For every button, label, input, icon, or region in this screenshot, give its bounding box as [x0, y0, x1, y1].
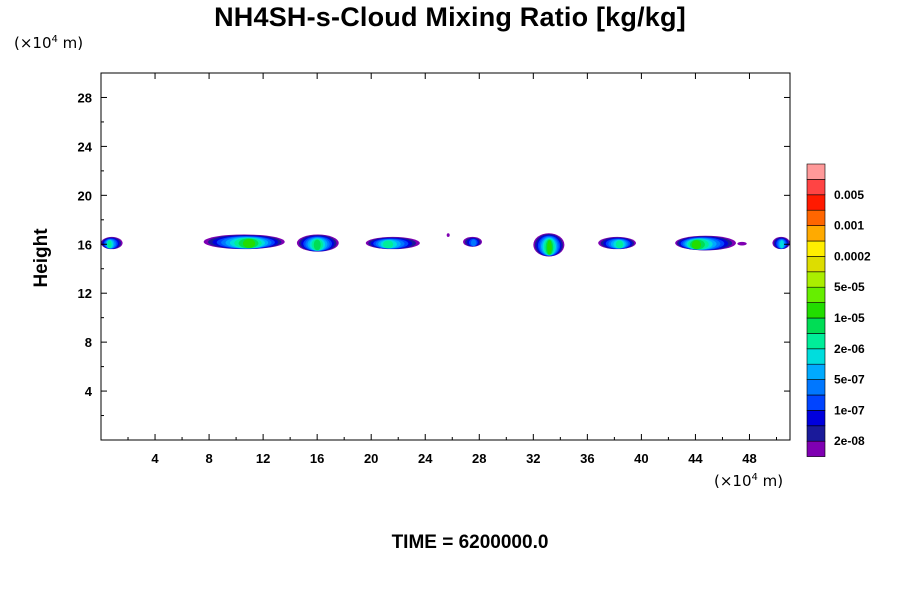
cloud-contour — [779, 240, 784, 249]
colorbar-swatch — [806, 256, 826, 273]
x-tick-label: 4 — [151, 451, 159, 466]
y-tick-label: 28 — [78, 90, 92, 105]
cloud-patch — [101, 236, 123, 250]
x-axis-unit: (×104 m) — [714, 472, 784, 490]
colorbar-swatch — [806, 379, 826, 396]
time-label: TIME = 6200000.0 — [391, 532, 549, 553]
cloud-patch — [598, 236, 636, 250]
cloud-contour — [313, 239, 321, 251]
x-tick-label: 20 — [364, 451, 378, 466]
cloud-contour — [691, 240, 702, 250]
cloud-patch — [463, 236, 482, 247]
cloud-patch — [365, 236, 420, 250]
cloud-contour — [446, 233, 450, 237]
cloud-patch — [203, 234, 285, 250]
cloud-patch — [446, 233, 450, 237]
x-tick-label: 48 — [742, 451, 756, 466]
x-tick-label: 36 — [580, 451, 594, 466]
y-tick-label: 20 — [78, 188, 92, 203]
colorbar-label: 0.0002 — [834, 249, 871, 263]
colorbar-label: 0.001 — [834, 219, 864, 233]
colorbar-label: 5e-07 — [834, 373, 865, 387]
cloud-contour — [737, 241, 747, 246]
colorbar-swatch — [806, 363, 826, 380]
y-tick-label: 16 — [78, 237, 92, 252]
cloud-contour — [242, 238, 256, 249]
x-tick-label: 44 — [688, 451, 703, 466]
cloud-contour — [547, 240, 552, 255]
colorbar-swatch — [806, 410, 826, 427]
cloud-patch — [772, 236, 790, 250]
cloud-contour — [383, 240, 394, 249]
x-tick-label: 28 — [472, 451, 486, 466]
colorbar-swatch — [806, 163, 826, 180]
cloud-patch — [737, 241, 747, 246]
colorbar-swatch — [806, 225, 826, 242]
x-tick-label: 24 — [418, 451, 433, 466]
x-tick-label: 16 — [310, 451, 324, 466]
cloud-patch — [296, 234, 339, 252]
cloud-contour — [615, 240, 623, 249]
y-tick-label: 4 — [85, 384, 93, 399]
colorbar-label: 1e-05 — [834, 311, 865, 325]
colorbar-label: 2e-08 — [834, 434, 865, 448]
colorbar-swatch — [806, 240, 826, 257]
colorbar-swatch — [806, 394, 826, 411]
x-tick-label: 32 — [526, 451, 540, 466]
cloud-patch — [675, 235, 736, 251]
colorbar-swatch — [806, 271, 826, 288]
colorbar-swatch — [806, 440, 826, 457]
colorbar-label: 2e-06 — [834, 342, 865, 356]
cloud-contour — [107, 240, 112, 249]
x-tick-label: 8 — [205, 451, 212, 466]
colorbar-swatch — [806, 425, 826, 442]
y-tick-label: 24 — [78, 139, 93, 154]
colorbar-swatch — [806, 333, 826, 350]
colorbar-swatch — [806, 348, 826, 365]
cloud-contour — [470, 239, 477, 247]
colorbar-swatch — [806, 209, 826, 226]
colorbar-label: 0.005 — [834, 188, 864, 202]
colorbar-swatch — [806, 317, 826, 334]
y-tick-label: 12 — [78, 286, 92, 301]
chart-title: NH4SH-s-Cloud Mixing Ratio [kg/kg] — [214, 2, 686, 32]
colorbar-swatch — [806, 302, 826, 319]
colorbar-label: 1e-07 — [834, 403, 865, 417]
cloud-patch — [533, 233, 565, 257]
colorbar-swatch — [806, 194, 826, 211]
y-axis-unit: (×104 m) — [14, 34, 84, 52]
x-tick-label: 12 — [256, 451, 270, 466]
colorbar-label: 5e-05 — [834, 280, 865, 294]
x-tick-label: 40 — [634, 451, 648, 466]
colorbar-swatch — [806, 286, 826, 303]
y-tick-label: 8 — [85, 335, 92, 350]
colorbar-swatch — [806, 179, 826, 196]
